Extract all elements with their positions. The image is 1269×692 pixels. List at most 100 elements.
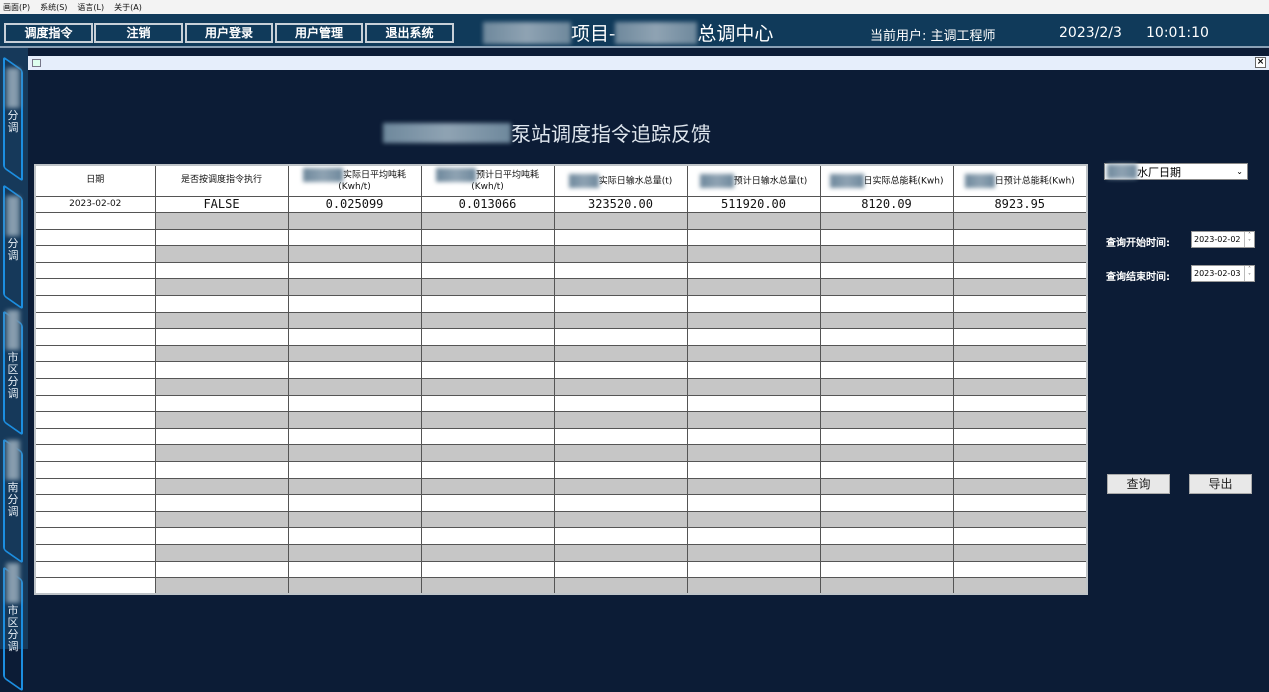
user-login-button[interactable]: 用户登录 bbox=[185, 23, 273, 43]
table-cell[interactable] bbox=[553, 295, 688, 313]
table-cell[interactable] bbox=[420, 228, 555, 247]
table-cell[interactable] bbox=[686, 261, 821, 280]
table-cell[interactable] bbox=[154, 378, 289, 396]
table-cell[interactable] bbox=[287, 411, 422, 429]
table-cell[interactable] bbox=[819, 278, 954, 297]
table-cell[interactable] bbox=[154, 212, 289, 230]
table-cell[interactable] bbox=[553, 461, 688, 479]
table-cell[interactable] bbox=[34, 427, 156, 446]
table-cell[interactable] bbox=[34, 311, 156, 330]
table-cell[interactable] bbox=[819, 577, 954, 595]
table-cell[interactable] bbox=[952, 461, 1088, 479]
table-cell[interactable]: FALSE bbox=[154, 195, 289, 214]
table-cell[interactable] bbox=[420, 461, 555, 479]
table-cell[interactable] bbox=[553, 510, 688, 529]
table-cell[interactable] bbox=[819, 311, 954, 330]
table-cell[interactable] bbox=[420, 278, 555, 297]
table-cell[interactable] bbox=[952, 328, 1088, 346]
table-cell[interactable] bbox=[819, 261, 954, 280]
table-cell[interactable] bbox=[420, 378, 555, 396]
table-cell[interactable] bbox=[287, 527, 422, 545]
table-cell[interactable] bbox=[154, 245, 289, 263]
table-cell[interactable] bbox=[553, 278, 688, 297]
table-cell[interactable] bbox=[154, 311, 289, 330]
table-cell[interactable] bbox=[420, 494, 555, 512]
end-date-field[interactable]: 2023-02-03 ˄ ˅ bbox=[1191, 265, 1255, 282]
table-cell[interactable] bbox=[819, 527, 954, 545]
table-cell[interactable] bbox=[553, 477, 688, 496]
table-cell[interactable] bbox=[420, 560, 555, 579]
table-cell[interactable] bbox=[553, 328, 688, 346]
query-button[interactable]: 查询 bbox=[1107, 474, 1170, 494]
table-cell[interactable] bbox=[952, 378, 1088, 396]
table-cell[interactable] bbox=[686, 477, 821, 496]
table-cell[interactable] bbox=[34, 510, 156, 529]
table-cell[interactable] bbox=[287, 494, 422, 512]
table-cell[interactable] bbox=[952, 494, 1088, 512]
table-cell[interactable] bbox=[553, 577, 688, 595]
table-cell[interactable] bbox=[420, 427, 555, 446]
table-cell[interactable] bbox=[34, 560, 156, 579]
table-cell[interactable] bbox=[686, 278, 821, 297]
table-cell[interactable] bbox=[34, 577, 156, 595]
table-cell[interactable] bbox=[154, 361, 289, 380]
table-cell[interactable] bbox=[420, 510, 555, 529]
exit-system-button[interactable]: 退出系统 bbox=[365, 23, 454, 43]
table-cell[interactable] bbox=[34, 361, 156, 380]
table-cell[interactable] bbox=[34, 461, 156, 479]
table-cell[interactable] bbox=[287, 228, 422, 247]
table-cell[interactable] bbox=[34, 278, 156, 297]
table-cell[interactable] bbox=[819, 444, 954, 462]
table-cell[interactable] bbox=[686, 411, 821, 429]
table-cell[interactable] bbox=[553, 228, 688, 247]
logout-button[interactable]: 注销 bbox=[94, 23, 183, 43]
table-cell[interactable] bbox=[287, 328, 422, 346]
table-cell[interactable] bbox=[952, 427, 1088, 446]
close-icon[interactable]: × bbox=[1255, 57, 1266, 68]
dispatch-command-button[interactable]: 调度指令 bbox=[4, 23, 93, 43]
table-cell[interactable] bbox=[34, 411, 156, 429]
table-cell[interactable] bbox=[287, 394, 422, 413]
table-cell[interactable] bbox=[819, 461, 954, 479]
table-cell[interactable] bbox=[952, 560, 1088, 579]
table-cell[interactable] bbox=[34, 344, 156, 363]
table-cell[interactable] bbox=[553, 527, 688, 545]
table-cell[interactable] bbox=[34, 527, 156, 545]
table-cell[interactable] bbox=[686, 328, 821, 346]
table-cell[interactable] bbox=[154, 278, 289, 297]
table-cell[interactable]: 511920.00 bbox=[686, 195, 821, 214]
spinner-icon[interactable]: ˄ ˅ bbox=[1244, 232, 1254, 247]
table-cell[interactable]: 0.013066 bbox=[420, 195, 555, 214]
table-cell[interactable] bbox=[154, 527, 289, 545]
table-cell[interactable] bbox=[819, 411, 954, 429]
table-cell[interactable] bbox=[154, 444, 289, 462]
table-cell[interactable] bbox=[819, 427, 954, 446]
sidebar-item-5[interactable]: 市区分调 bbox=[6, 563, 20, 653]
table-cell[interactable] bbox=[686, 361, 821, 380]
table-cell[interactable] bbox=[34, 261, 156, 280]
table-cell[interactable] bbox=[553, 543, 688, 562]
table-cell[interactable] bbox=[952, 261, 1088, 280]
table-cell[interactable] bbox=[952, 278, 1088, 297]
table-cell[interactable] bbox=[553, 444, 688, 462]
table-cell[interactable] bbox=[287, 427, 422, 446]
table-cell[interactable] bbox=[420, 444, 555, 462]
table-cell[interactable] bbox=[154, 427, 289, 446]
table-cell[interactable] bbox=[819, 543, 954, 562]
table-cell[interactable] bbox=[154, 394, 289, 413]
table-cell[interactable] bbox=[819, 494, 954, 512]
table-cell[interactable] bbox=[420, 543, 555, 562]
table-cell[interactable] bbox=[287, 477, 422, 496]
table-cell[interactable] bbox=[952, 577, 1088, 595]
start-date-field[interactable]: 2023-02-02 ˄ ˅ bbox=[1191, 231, 1255, 248]
table-cell[interactable] bbox=[34, 245, 156, 263]
menu-language[interactable]: 语言(L) bbox=[77, 2, 105, 12]
table-cell[interactable] bbox=[154, 461, 289, 479]
table-cell[interactable] bbox=[819, 328, 954, 346]
table-cell[interactable] bbox=[287, 261, 422, 280]
table-cell[interactable] bbox=[553, 560, 688, 579]
plant-select[interactable]: 水厂日期 ⌄ bbox=[1104, 163, 1248, 180]
table-cell[interactable] bbox=[287, 361, 422, 380]
table-cell[interactable] bbox=[420, 394, 555, 413]
table-cell[interactable] bbox=[287, 278, 422, 297]
